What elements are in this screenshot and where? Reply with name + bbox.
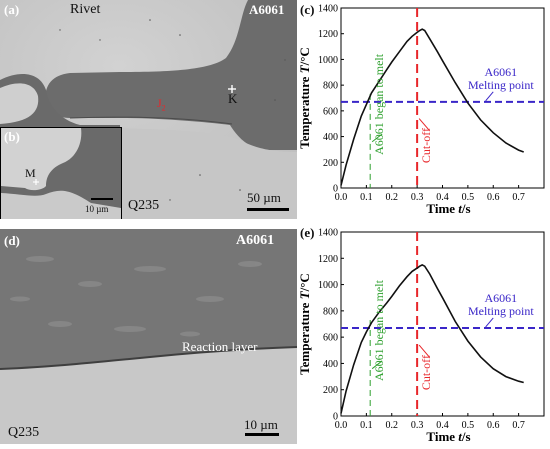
x-tick-label: 0.7 (512, 192, 525, 203)
melting-arrow (485, 317, 494, 328)
steel-label-a: Q235 (128, 198, 160, 213)
scale-bar-a (247, 208, 289, 211)
y-tick-label: 1200 (318, 254, 338, 265)
scale-label-d: 10 µm (244, 417, 278, 432)
melting-arrow (485, 91, 494, 102)
x-tick-label: 0.2 (386, 420, 399, 431)
y-tick-label: 1400 (318, 4, 338, 15)
y-tick-label: 600 (323, 106, 338, 117)
cutoff-label: Cut-off (419, 355, 433, 390)
interface-label: J2 (157, 96, 166, 113)
melting-label-2: Melting point (468, 304, 534, 318)
temperature-curve (340, 263, 524, 414)
rivet-lobe (0, 83, 39, 124)
alloy-label-a: A6061 (249, 2, 285, 17)
chart-c: (c) 0 200 400 600 800 1000 1200 1400 0.0 0.1 0.2 0.3… (297, 2, 545, 216)
cutoff-label: Cut-off (419, 128, 433, 163)
y-axis-title: Temperature T/°C (297, 47, 312, 149)
x-tick-label: 0.7 (512, 420, 525, 431)
y-tick-label: 400 (323, 359, 338, 370)
began-melt-arrow (371, 360, 383, 370)
melting-label-1: A6061 (485, 291, 518, 305)
x-axis-title: Time t/s (426, 201, 470, 216)
melting-label-2: Melting point (468, 78, 534, 92)
point-k-marker (228, 85, 236, 93)
x-tick-label: 0.6 (487, 192, 500, 203)
x-axis-title: Time t/s (426, 429, 470, 444)
began-melt-arrow (371, 133, 383, 143)
micrograph-d: (d) A6061 Reaction layer Q235 10 µm (0, 229, 297, 444)
y-tick-label: 1200 (318, 29, 338, 40)
y-tick-label: 200 (323, 158, 338, 169)
panel-b-letter: (b) (4, 129, 20, 144)
temperature-curve (340, 28, 524, 186)
scale-bar-d (245, 433, 279, 436)
chart-e: (e) 0 200 400 600 800 1000 1200 1400 0.0 0.1 0.2 0.3… (297, 225, 545, 444)
point-k-label: K (228, 91, 238, 106)
x-tick-label: 0.4 (436, 420, 449, 431)
micrograph-a: (a) Rivet A6061 J2 K Q235 50 µm (b) M 10… (0, 0, 297, 219)
x-tick-label: 0.5 (462, 192, 475, 203)
x-tick-label: 0.1 (360, 420, 373, 431)
alloy-region (45, 0, 297, 150)
y-tick-label: 1400 (318, 228, 338, 239)
cutoff-arrow (418, 344, 430, 358)
reaction-layer (0, 346, 297, 370)
panel-a-letter: (a) (4, 2, 20, 17)
melting-label-1: A6061 (485, 65, 518, 79)
y-tick-label: 0 (333, 412, 338, 423)
began-melt-label: A6061 began to melt (372, 279, 386, 381)
micrograph-b-drawing (1, 128, 121, 219)
panel-d-letter: (d) (4, 233, 20, 248)
point-m-label: M (25, 166, 36, 180)
panel-letter: (c) (300, 2, 314, 17)
y-tick-label: 1000 (318, 280, 338, 291)
x-tick-label: 0.0 (335, 420, 348, 431)
x-tick-label: 0.2 (386, 192, 399, 203)
y-tick-label: 0 (333, 184, 338, 195)
y-tick-label: 1000 (318, 55, 338, 66)
y-tick-label: 800 (323, 81, 338, 92)
x-tick-label: 0.6 (487, 420, 500, 431)
alloy-region-d (0, 229, 297, 369)
scale-label-a: 50 µm (247, 190, 281, 205)
scale-label-b: 10 µm (85, 204, 109, 214)
y-tick-label: 600 (323, 333, 338, 344)
y-tick-label: 800 (323, 306, 338, 317)
scale-bar-b (91, 198, 113, 200)
cutoff-arrow (418, 118, 430, 131)
x-tick-label: 0.3 (411, 192, 424, 203)
x-tick-label: 0.5 (462, 420, 475, 431)
point-m-marker (33, 179, 39, 185)
y-tick-label: 400 (323, 132, 338, 143)
began-melt-label: A6061 began to melt (372, 53, 386, 155)
steel-region (120, 128, 297, 219)
x-tick-label: 0.0 (335, 192, 348, 203)
micrograph-d-drawing (0, 229, 297, 444)
micrograph-b-inset: (b) M 10 µm (0, 127, 122, 219)
y-axis-title: Temperature T/°C (297, 273, 312, 375)
x-tick-label: 0.1 (360, 192, 373, 203)
steel-label-d: Q235 (8, 425, 40, 440)
panel-letter: (e) (300, 225, 314, 240)
alloy-label-d: A6061 (236, 233, 275, 248)
x-tick-label: 0.4 (436, 192, 449, 203)
reaction-layer-label: Reaction layer (182, 339, 258, 354)
y-tick-label: 200 (323, 385, 338, 396)
rivet-label: Rivet (70, 2, 101, 17)
x-tick-label: 0.3 (411, 420, 424, 431)
